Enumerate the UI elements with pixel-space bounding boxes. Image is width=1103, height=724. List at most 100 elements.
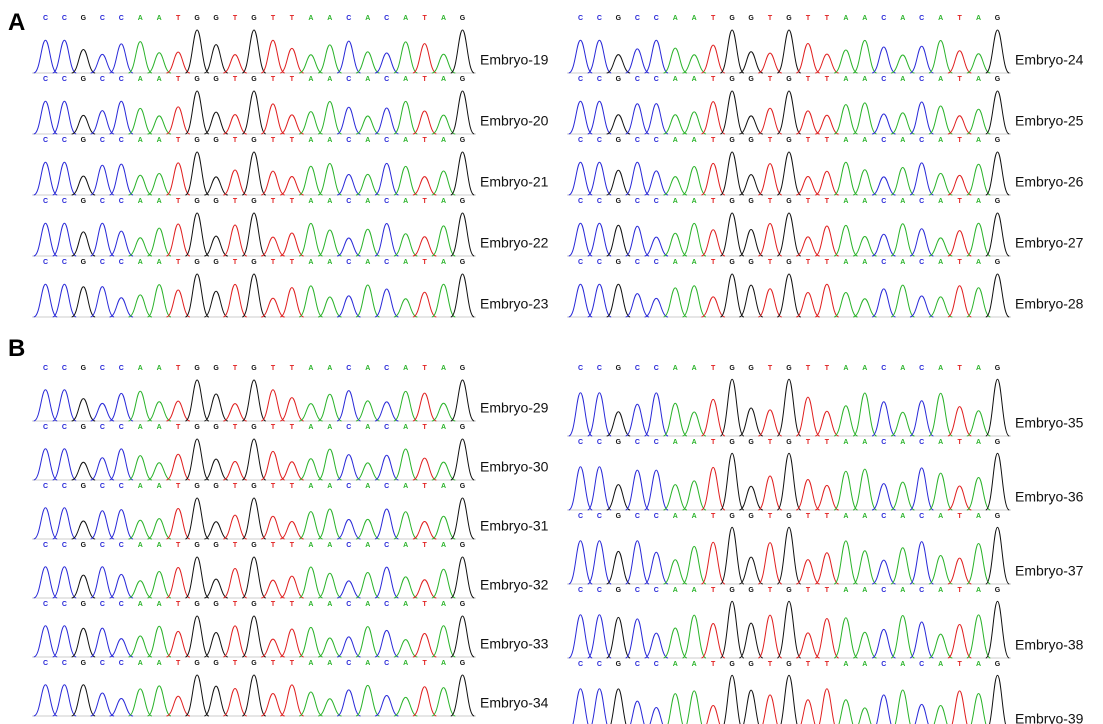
base-call: A [862, 76, 867, 83]
base-call: A [308, 660, 313, 667]
peak [242, 213, 266, 256]
base-call: C [654, 76, 659, 83]
peak [432, 171, 456, 195]
peak [204, 394, 228, 421]
base-call: A [138, 198, 143, 205]
base-call: C [635, 259, 640, 266]
base-call: A [862, 259, 867, 266]
peak [626, 470, 650, 510]
base-call: C [654, 661, 659, 668]
base-call: G [194, 660, 200, 667]
embryo-label: Embryo-30 [480, 459, 549, 475]
base-call: G [251, 660, 257, 667]
base-call: A [157, 15, 162, 22]
base-call: G [460, 660, 466, 667]
base-call: A [441, 259, 446, 266]
peak [872, 289, 896, 317]
base-call: C [100, 424, 105, 431]
base-call: A [403, 424, 408, 431]
base-call: G [616, 365, 622, 372]
peak [242, 91, 266, 134]
base-call: G [81, 542, 87, 549]
base-call: G [213, 660, 219, 667]
peak [777, 601, 801, 658]
embryo-label: Embryo-34 [480, 695, 549, 711]
base-call: C [119, 424, 124, 431]
peak [758, 615, 782, 658]
peak [451, 498, 475, 539]
peak [337, 455, 361, 480]
peak [701, 45, 725, 73]
peak [588, 689, 612, 724]
base-call: G [194, 483, 200, 490]
base-call: A [692, 198, 697, 205]
peak [664, 485, 688, 510]
peak [569, 284, 593, 317]
base-call: A [938, 76, 943, 83]
base-call: G [786, 259, 792, 266]
embryo-label: Embryo-27 [1015, 235, 1084, 251]
embryo-label: Embryo-36 [1015, 489, 1084, 505]
peak [588, 615, 612, 658]
base-call: A [308, 542, 313, 549]
peak [394, 640, 418, 657]
base-call: G [460, 137, 466, 144]
base-call: C [100, 259, 105, 266]
base-call: T [825, 15, 830, 22]
base-call: G [81, 424, 87, 431]
base-call: A [843, 587, 848, 594]
base-call: C [346, 198, 351, 205]
base-call: T [806, 587, 811, 594]
peak [645, 393, 669, 436]
peak [166, 508, 190, 539]
peak [337, 637, 361, 657]
peak [242, 439, 266, 480]
base-call: A [862, 661, 867, 668]
base-call: G [460, 542, 466, 549]
base-call: T [176, 542, 181, 549]
peak [147, 626, 171, 657]
base-call: C [43, 542, 48, 549]
peak [337, 581, 361, 598]
peak [223, 55, 247, 73]
base-call: A [692, 439, 697, 446]
base-call: G [995, 513, 1001, 520]
base-call: A [365, 198, 370, 205]
peak [664, 403, 688, 436]
peak [261, 298, 285, 317]
panel-label: A [8, 9, 25, 36]
peak [607, 115, 631, 134]
peak [986, 379, 1010, 436]
peak [607, 485, 631, 510]
base-call: T [233, 259, 238, 266]
embryo-label: Embryo-22 [480, 235, 549, 251]
base-call: C [62, 76, 67, 83]
peak [682, 223, 706, 256]
base-call: G [729, 76, 735, 83]
base-call: C [578, 15, 583, 22]
base-call: A [365, 601, 370, 608]
base-call: A [862, 439, 867, 446]
peak [34, 40, 58, 73]
peak [166, 224, 190, 256]
base-call: T [825, 439, 830, 446]
peak [261, 104, 285, 134]
peak [834, 225, 858, 256]
base-call: C [62, 137, 67, 144]
peak [299, 55, 323, 73]
base-call: C [62, 259, 67, 266]
peak [682, 166, 706, 195]
base-call: G [460, 365, 466, 372]
base-call: T [422, 542, 427, 549]
peak [872, 177, 896, 195]
peak [356, 627, 380, 657]
base-call: G [213, 198, 219, 205]
base-call: A [308, 15, 313, 22]
peak [223, 170, 247, 195]
peak [34, 685, 58, 716]
peak [948, 407, 972, 436]
base-call: A [138, 76, 143, 83]
peak [34, 390, 58, 421]
peak [53, 449, 77, 480]
peak [185, 91, 209, 134]
